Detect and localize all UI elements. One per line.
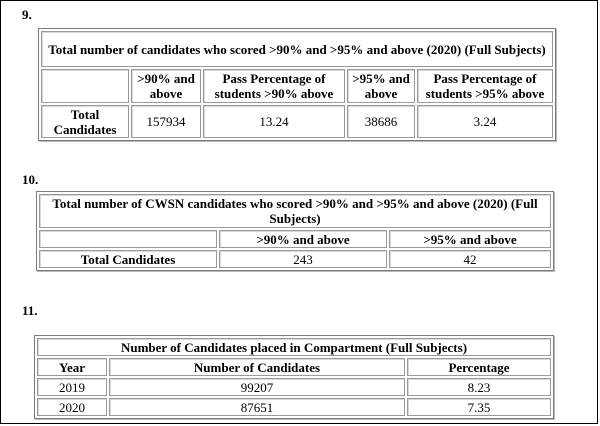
section-9-corner-cell xyxy=(41,69,129,103)
section-11-title: Number of Candidates placed in Compartme… xyxy=(37,338,551,356)
section-9-header-pass-gt95: Pass Percentage of students >95% above xyxy=(417,69,553,103)
section-11-percent-cell: 8.23 xyxy=(407,378,551,396)
section-9-title: Total number of candidates who scored >9… xyxy=(41,31,553,67)
section-11-year-cell: 2019 xyxy=(37,378,107,396)
section-11-table: Number of Candidates placed in Compartme… xyxy=(34,335,554,419)
table-row: 2019 99207 8.23 xyxy=(37,378,551,396)
section-11-count-cell: 87651 xyxy=(109,398,405,416)
section-11-header-count: Number of Candidates xyxy=(109,358,405,376)
section-9-table: Total number of candidates who scored >9… xyxy=(38,28,556,141)
section-9-number: 9. xyxy=(22,7,32,22)
section-9-row-label: Total Candidates xyxy=(41,105,129,138)
section-9-header-pass-gt90: Pass Percentage of students >90% above xyxy=(203,69,345,103)
section-9-header-gt90: >90% and above xyxy=(131,69,201,103)
section-10-value-gt90: 243 xyxy=(219,250,387,268)
section-9-value-pass-gt95: 3.24 xyxy=(417,105,553,138)
section-10-value-gt95: 42 xyxy=(389,250,551,268)
section-10-header-gt95: >95% and above xyxy=(389,230,551,248)
section-11-header-year: Year xyxy=(37,358,107,376)
section-11-number: 11. xyxy=(22,303,38,318)
section-10-table: Total number of CWSN candidates who scor… xyxy=(36,191,554,271)
section-10-header-gt90: >90% and above xyxy=(219,230,387,248)
section-9-value-gt95: 38686 xyxy=(347,105,415,138)
section-11-percent-cell: 7.35 xyxy=(407,398,551,416)
section-10-row-label: Total Candidates xyxy=(39,250,217,268)
section-9-value-pass-gt90: 13.24 xyxy=(203,105,345,138)
section-10-title: Total number of CWSN candidates who scor… xyxy=(39,194,551,228)
section-10-corner-cell xyxy=(39,230,217,248)
section-11-header-percent: Percentage xyxy=(407,358,551,376)
section-9-value-gt90: 157934 xyxy=(131,105,201,138)
section-9-header-gt95: >95% and above xyxy=(347,69,415,103)
section-10-number: 10. xyxy=(22,172,39,187)
table-row: 2020 87651 7.35 xyxy=(37,398,551,416)
section-11-year-cell: 2020 xyxy=(37,398,107,416)
section-11-count-cell: 99207 xyxy=(109,378,405,396)
